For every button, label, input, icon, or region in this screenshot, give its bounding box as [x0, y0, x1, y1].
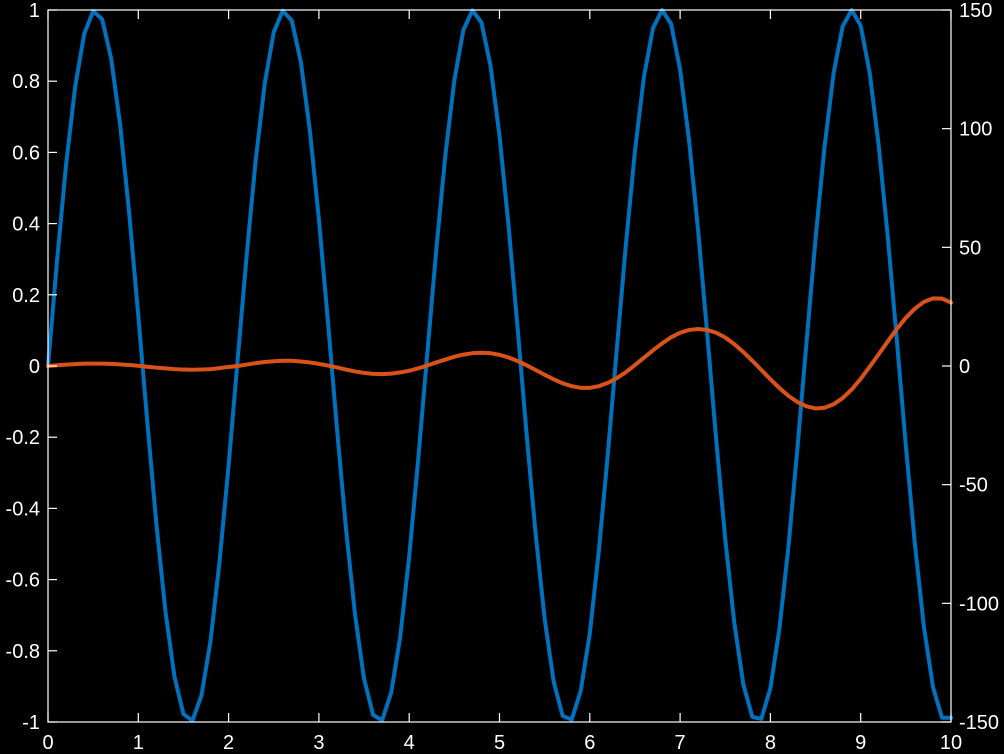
series-line-1	[46, 8, 953, 723]
y-left-tick-label: 0.6	[12, 142, 40, 164]
series-line-2	[46, 296, 953, 411]
x-tick-label: 2	[223, 732, 234, 754]
y-left-tick-label: 0.8	[12, 71, 40, 93]
y-right-tick-label: 50	[959, 237, 981, 259]
y-left-tick-label: -0.2	[6, 427, 40, 449]
y-right-tick-label: -50	[959, 475, 988, 497]
x-tick-label: 10	[940, 732, 962, 754]
y-right-tick-label: -100	[959, 593, 999, 615]
x-tick-label: 6	[584, 732, 595, 754]
x-tick-label: 5	[494, 732, 505, 754]
x-tick-label: 1	[133, 732, 144, 754]
x-tick-label: 9	[855, 732, 866, 754]
x-tick-label: 3	[313, 732, 324, 754]
y-left-tick-label: 0	[29, 356, 40, 378]
y-right-tick-label: 150	[959, 0, 992, 22]
x-tick-label: 0	[42, 732, 53, 754]
y-axis-right: -150 -100 -50 0 50 100 150	[942, 0, 999, 734]
x-tick-label: 8	[765, 732, 776, 754]
y-left-tick-label: -0.8	[6, 641, 40, 663]
y-left-tick-label: 0.4	[12, 214, 40, 236]
y-axis-left: -1 -0.8 -0.6 -0.4 -0.2 0 0.2 0.4 0.6 0.8 1	[6, 0, 57, 734]
y-left-tick-label: -0.6	[6, 570, 40, 592]
x-tick-label: 7	[675, 732, 686, 754]
x-tick-label: 4	[404, 732, 415, 754]
y-right-tick-label: -150	[959, 712, 999, 734]
y-left-tick-label: 1	[29, 0, 40, 22]
series-layer	[46, 8, 953, 723]
y-right-tick-label: 100	[959, 119, 992, 141]
y-left-tick-label: -0.4	[6, 498, 40, 520]
y-left-tick-label: -1	[22, 712, 40, 734]
y-left-tick-label: 0.2	[12, 285, 40, 307]
y-right-tick-label: 0	[959, 356, 970, 378]
x-axis: 0 1 2 3 4 5 6 7 8 9 10	[42, 10, 962, 754]
